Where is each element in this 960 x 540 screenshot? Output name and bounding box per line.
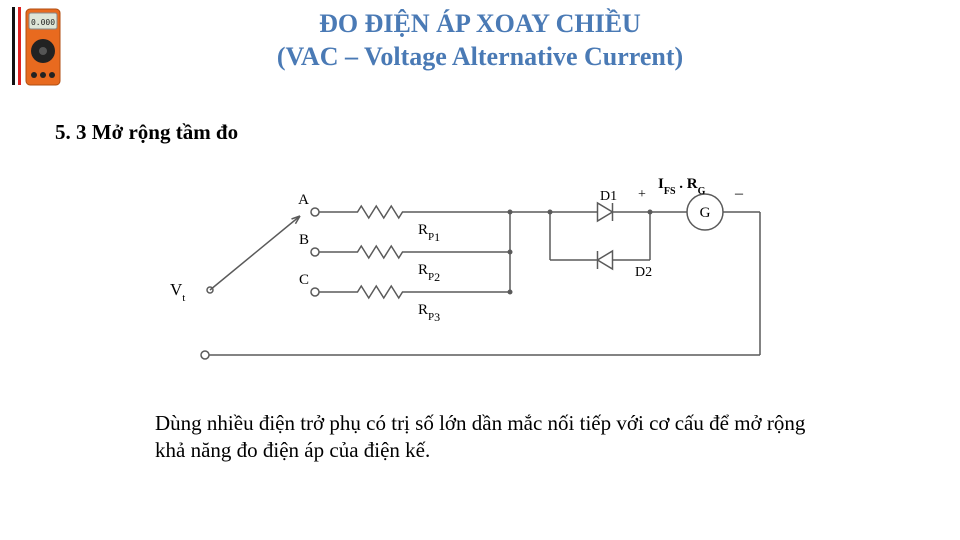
title-line-1: ĐO ĐIỆN ÁP XOAY CHIỀU — [0, 8, 960, 41]
svg-text:C: C — [299, 272, 309, 288]
circuit-diagram: A B C Vt RP1 RP2 RP3 D1 G + – IFS . RG D2 — [130, 170, 810, 370]
svg-text:RP3: RP3 — [418, 302, 440, 324]
svg-text:A: A — [298, 192, 309, 208]
svg-text:+: + — [638, 187, 646, 202]
page-title: ĐO ĐIỆN ÁP XOAY CHIỀU (VAC – Voltage Alt… — [0, 8, 960, 73]
svg-text:D2: D2 — [635, 265, 652, 280]
svg-text:B: B — [299, 232, 309, 248]
svg-text:IFS . RG: IFS . RG — [658, 176, 706, 197]
title-line-2: (VAC – Voltage Alternative Current) — [0, 41, 960, 74]
svg-text:–: – — [734, 185, 744, 202]
svg-text:D1: D1 — [600, 189, 617, 204]
svg-text:Vt: Vt — [170, 280, 185, 304]
body-text: Dùng nhiều điện trở phụ có trị số lớn dầ… — [155, 410, 835, 465]
section-heading: 5. 3 Mở rộng tầm đo — [55, 120, 238, 145]
svg-text:RP2: RP2 — [418, 262, 440, 284]
svg-text:RP1: RP1 — [418, 222, 440, 244]
svg-text:G: G — [700, 205, 711, 221]
